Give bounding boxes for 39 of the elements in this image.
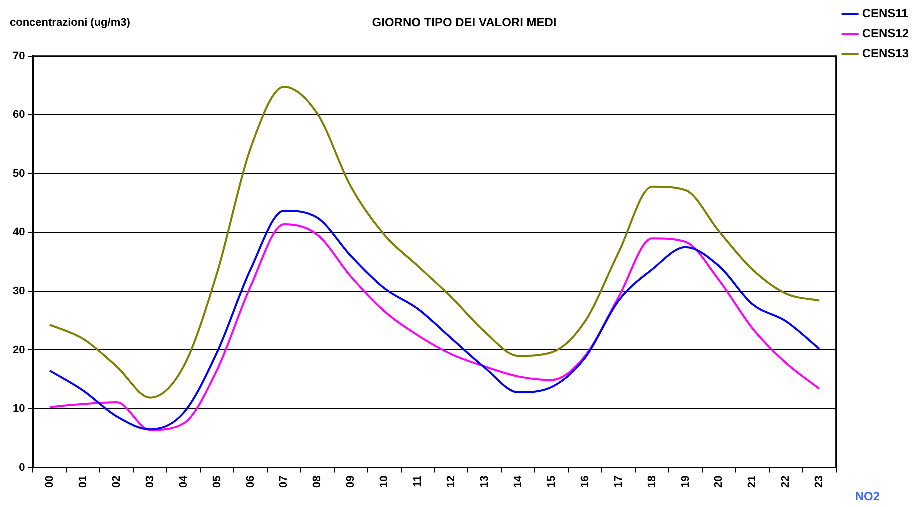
x-tick-label: 11 — [412, 476, 424, 488]
x-tick-label: 16 — [579, 476, 592, 488]
y-tick-label: 70 — [12, 50, 26, 62]
x-tick-label: 20 — [713, 476, 726, 488]
legend-label: CENS11 — [862, 6, 909, 20]
x-tick-label: 02 — [110, 476, 123, 488]
y-tick-label: 40 — [12, 226, 26, 239]
y-tick-label: 30 — [12, 285, 26, 298]
x-tick-label: 13 — [478, 476, 491, 488]
x-tick-label: 04 — [178, 474, 190, 488]
legend-label: CENS13 — [862, 46, 910, 60]
y-tick-label: 50 — [12, 168, 26, 180]
y-tick-label: 0 — [19, 462, 26, 474]
x-tick-label: 15 — [546, 476, 558, 488]
x-tick-label: 08 — [312, 476, 324, 488]
x-tick-label: 01 — [77, 476, 90, 488]
line-series — [48, 86, 821, 399]
x-tick-label: 03 — [144, 476, 156, 488]
x-tick-label: 06 — [244, 476, 257, 488]
x-tick-label: 10 — [378, 476, 391, 488]
legend-label: CENS12 — [862, 26, 910, 40]
x-tick-label: 09 — [345, 476, 358, 488]
x-tick-label: 22 — [780, 476, 792, 488]
x-tick-label: 00 — [44, 476, 56, 488]
x-tick-label: 07 — [278, 476, 290, 488]
y-tick-label: 60 — [12, 109, 26, 122]
x-tick-label: 17 — [612, 476, 625, 488]
y-tick-label: 20 — [12, 344, 26, 356]
x-tick-label: 12 — [446, 476, 458, 488]
x-tick-label: 23 — [814, 476, 826, 488]
x-tick-label: 18 — [646, 476, 658, 488]
x-tick-label: 14 — [512, 474, 524, 488]
y-axis-title: concentrazioni (ug/m3) — [10, 17, 131, 30]
y-tick-label: 10 — [12, 403, 26, 416]
chart-title: GIORNO TIPO DEI VALORI MEDI — [372, 16, 557, 30]
x-tick-label: 05 — [211, 476, 224, 488]
x-tick-label: 19 — [680, 476, 692, 488]
x-tick-label: 21 — [746, 476, 759, 488]
text: NO2 — [855, 489, 880, 504]
